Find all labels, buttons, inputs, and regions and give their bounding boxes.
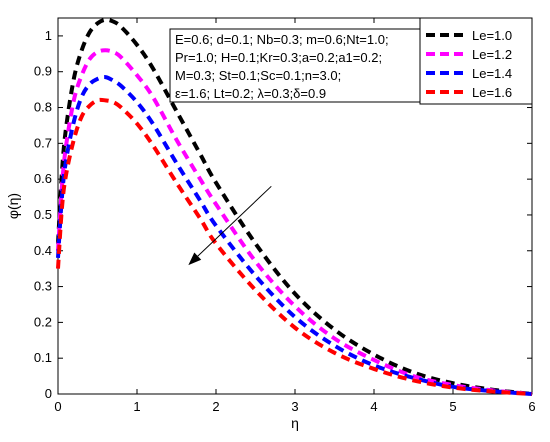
- parameter-line-3: M=0.3; St=0.1;Sc=0.1;n=3.0;: [175, 68, 341, 83]
- x-tick-label: 0: [54, 399, 61, 414]
- trend-arrow-shaft: [197, 185, 272, 257]
- series-line-le-1-2: [56, 48, 533, 396]
- trend-arrow: [188, 185, 272, 266]
- x-tick-label: 3: [291, 399, 298, 414]
- y-tick-label: 0.2: [34, 314, 52, 329]
- trend-arrow-head: [188, 252, 202, 266]
- x-tick-label: 4: [370, 399, 377, 414]
- series-line-le-1-6: [56, 97, 533, 396]
- y-tick-label: 0.1: [34, 350, 52, 365]
- parameter-line-4: ε=1.6; Lt=0.2; λ=0.3;δ=0.9: [175, 86, 326, 101]
- legend-label-le-1-6: Le=1.6: [472, 85, 512, 100]
- x-tick-label: 2: [212, 399, 219, 414]
- y-tick-label: 0.9: [34, 64, 52, 79]
- y-axis-label: φ(η): [5, 193, 21, 219]
- parameter-line-2: Pr=1.0; H=0.1;Kr=0.3;a=0.2;a1=0.2;: [175, 50, 382, 65]
- parameter-box: E=0.6; d=0.1; Nb=0.3; m=0.6;Nt=1.0; Pr=1…: [169, 28, 425, 103]
- parameter-line-1: E=0.6; d=0.1; Nb=0.3; m=0.6;Nt=1.0;: [175, 32, 389, 47]
- y-tick-label: 0.4: [34, 243, 52, 258]
- legend: Le=1.0 Le=1.2 Le=1.4 Le=1.6: [419, 17, 533, 105]
- x-tick-label: 5: [449, 399, 456, 414]
- y-axis-ticks: 0 0.1 0.2 0.3 0.4 0.5 0.6 0.7 0.8 0.9 1: [34, 28, 532, 401]
- y-tick-label: 0.3: [34, 279, 52, 294]
- series-lines: [56, 17, 533, 396]
- y-tick-label: 1: [45, 28, 52, 43]
- x-axis-ticks: 0 1 2 3 4 5 6: [54, 18, 536, 414]
- series-line-le-1-0: [56, 17, 533, 396]
- y-tick-label: 0: [45, 386, 52, 401]
- parameter-box-frame: [169, 28, 425, 103]
- legend-frame: [419, 17, 533, 105]
- x-tick-label: 1: [133, 399, 140, 414]
- legend-label-le-1-2: Le=1.2: [472, 47, 512, 62]
- y-tick-label: 0.7: [34, 135, 52, 150]
- legend-label-le-1-4: Le=1.4: [472, 66, 512, 81]
- y-tick-label: 0.8: [34, 100, 52, 115]
- series-line-le-1-4: [56, 75, 533, 396]
- x-axis-label: η: [291, 415, 299, 431]
- y-tick-label: 0.5: [34, 207, 52, 222]
- legend-label-le-1-0: Le=1.0: [472, 28, 512, 43]
- x-tick-label: 6: [528, 399, 535, 414]
- y-tick-label: 0.6: [34, 171, 52, 186]
